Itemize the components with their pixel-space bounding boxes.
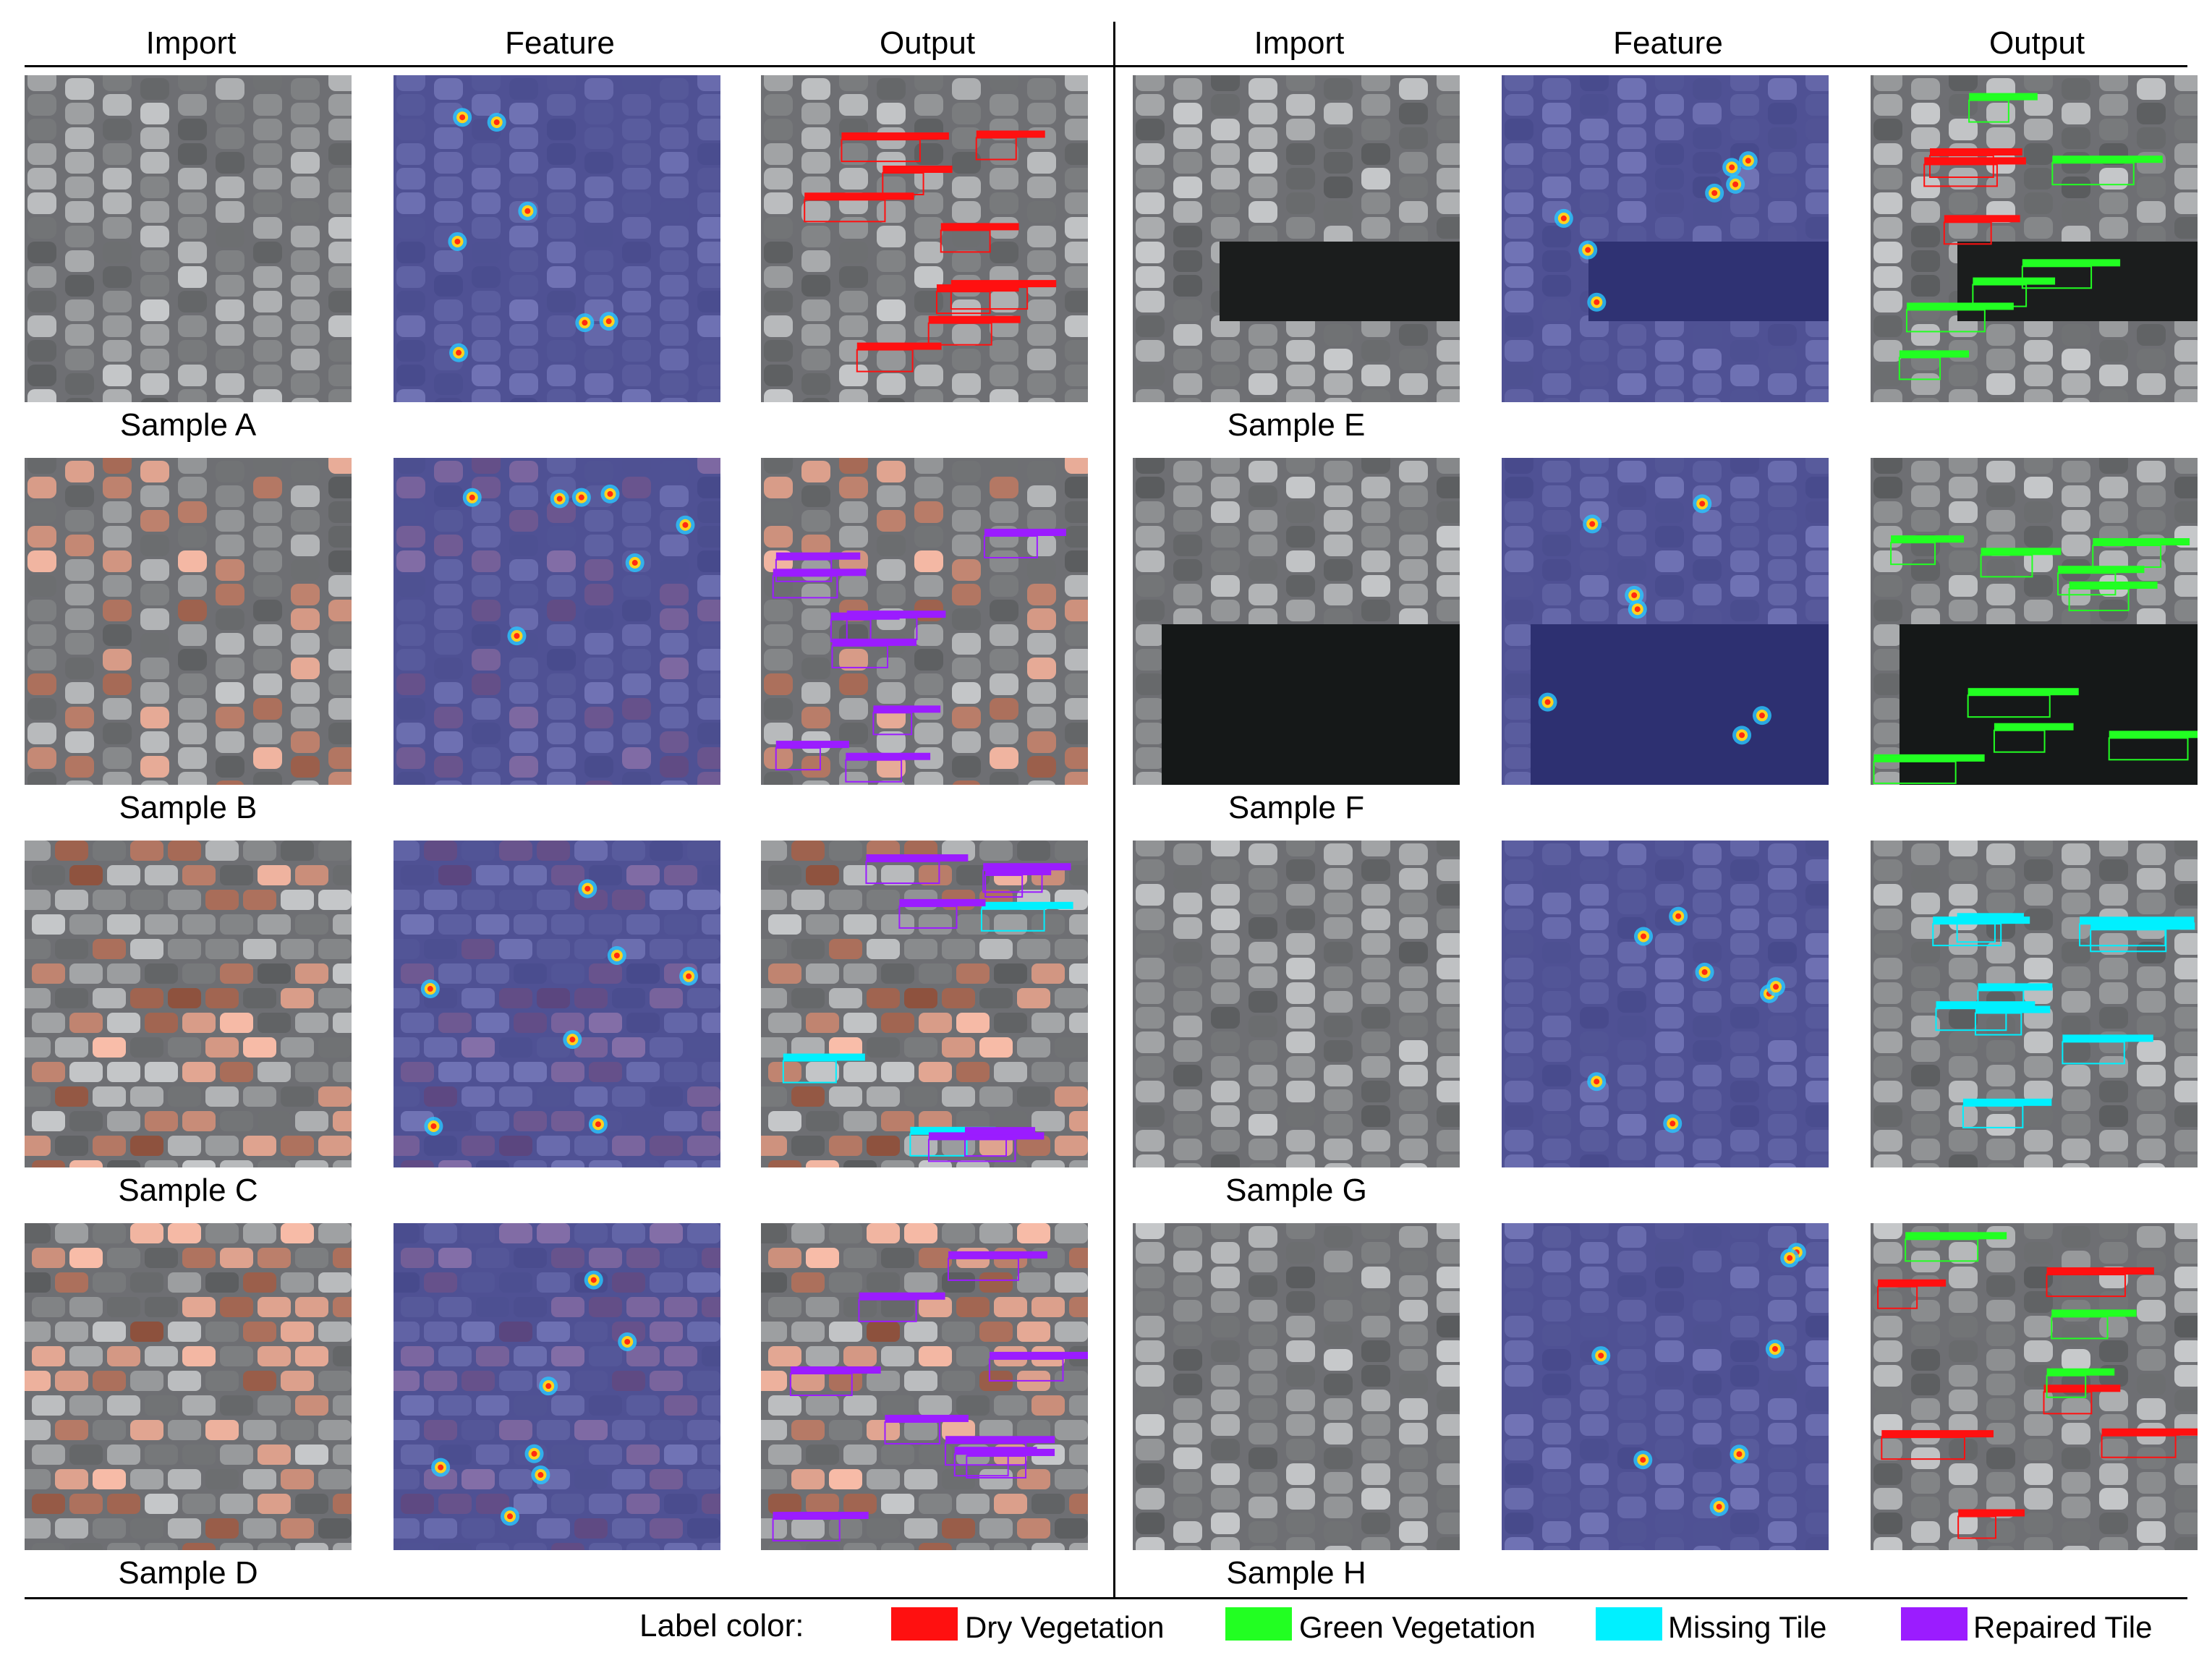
- sample-g-import-image: [1133, 841, 1460, 1167]
- header-import-left: Import: [145, 25, 237, 61]
- legend-swatch-repaired: [1901, 1607, 1968, 1641]
- sample-label-g: Sample G: [1225, 1173, 1367, 1208]
- sample-c-feature-image: [394, 841, 720, 1167]
- sample-label-b: Sample B: [119, 790, 258, 825]
- sample-e-output-image: [1871, 75, 2198, 402]
- top-rule: [25, 65, 2187, 67]
- sample-b-feature-image: [394, 458, 720, 785]
- legend-label-dry: Dry Vegetation: [965, 1610, 1165, 1644]
- sample-label-c: Sample C: [118, 1173, 258, 1208]
- sample-c-import-image: [25, 841, 352, 1167]
- sample-c-output-image: [761, 841, 1088, 1167]
- sample-label-a: Sample A: [119, 407, 257, 443]
- sample-f-import-image: [1133, 458, 1460, 785]
- sample-b-import-image: [25, 458, 352, 785]
- sample-h-feature-image: [1502, 1223, 1829, 1550]
- sample-a-import-image: [25, 75, 352, 402]
- sample-label-d: Sample D: [118, 1555, 258, 1591]
- sample-g-output-image: [1871, 841, 2198, 1167]
- sample-g-feature-image: [1502, 841, 1829, 1167]
- sample-d-import-image: [25, 1223, 352, 1550]
- sample-d-feature-image: [394, 1223, 720, 1550]
- legend-swatch-green: [1225, 1607, 1292, 1641]
- header-output-left: Output: [879, 25, 976, 61]
- sample-e-feature-image: [1502, 75, 1829, 402]
- header-import-right: Import: [1254, 25, 1345, 61]
- sample-a-output-image: [761, 75, 1088, 402]
- sample-d-output-image: [761, 1223, 1088, 1550]
- sample-b-output-image: [761, 458, 1088, 785]
- sample-label-f: Sample F: [1228, 790, 1365, 825]
- legend-label-missing: Missing Tile: [1668, 1610, 1827, 1644]
- legend-title: Label color:: [639, 1608, 804, 1643]
- legend-label-repaired: Repaired Tile: [1973, 1610, 2153, 1644]
- sample-label-e: Sample E: [1227, 407, 1366, 443]
- legend-label-green: Green Vegetation: [1299, 1610, 1536, 1644]
- sample-f-feature-image: [1502, 458, 1829, 785]
- header-feature-left: Feature: [505, 25, 615, 61]
- header-output-right: Output: [1988, 25, 2085, 61]
- sample-label-h: Sample H: [1226, 1555, 1366, 1591]
- sample-a-feature-image: [394, 75, 720, 402]
- sample-f-output-image: [1871, 458, 2198, 785]
- center-divider: [1113, 22, 1115, 1597]
- bottom-rule: [25, 1597, 2187, 1599]
- sample-h-import-image: [1133, 1223, 1460, 1550]
- legend-swatch-dry: [891, 1607, 958, 1641]
- sample-e-import-image: [1133, 75, 1460, 402]
- legend-swatch-missing: [1596, 1607, 1662, 1641]
- header-feature-right: Feature: [1613, 25, 1723, 61]
- sample-h-output-image: [1871, 1223, 2198, 1550]
